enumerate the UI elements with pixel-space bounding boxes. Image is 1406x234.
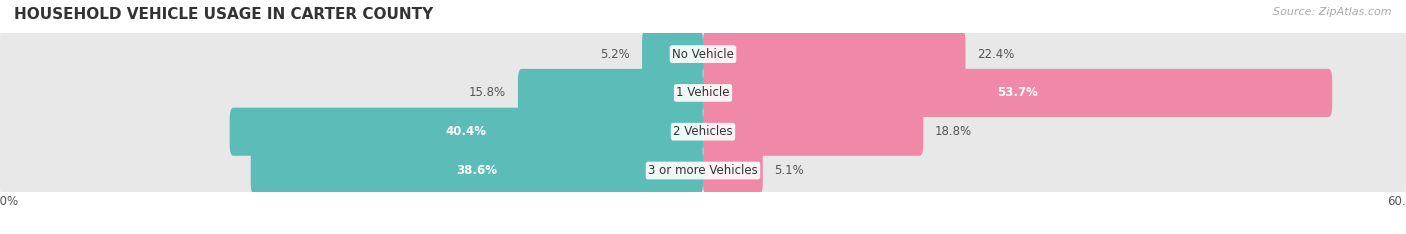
Text: HOUSEHOLD VEHICLE USAGE IN CARTER COUNTY: HOUSEHOLD VEHICLE USAGE IN CARTER COUNTY bbox=[14, 7, 433, 22]
Text: 22.4%: 22.4% bbox=[977, 48, 1015, 61]
FancyBboxPatch shape bbox=[250, 146, 703, 195]
FancyBboxPatch shape bbox=[703, 108, 924, 156]
Text: 1 Vehicle: 1 Vehicle bbox=[676, 86, 730, 99]
Text: 2 Vehicles: 2 Vehicles bbox=[673, 125, 733, 138]
FancyBboxPatch shape bbox=[229, 108, 703, 156]
FancyBboxPatch shape bbox=[703, 146, 762, 195]
Text: Source: ZipAtlas.com: Source: ZipAtlas.com bbox=[1274, 7, 1392, 17]
Text: 15.8%: 15.8% bbox=[470, 86, 506, 99]
FancyBboxPatch shape bbox=[703, 69, 1333, 117]
Text: 38.6%: 38.6% bbox=[457, 164, 498, 177]
Text: 53.7%: 53.7% bbox=[997, 86, 1038, 99]
FancyBboxPatch shape bbox=[0, 64, 1406, 122]
FancyBboxPatch shape bbox=[643, 30, 703, 78]
Text: 5.1%: 5.1% bbox=[775, 164, 804, 177]
FancyBboxPatch shape bbox=[0, 141, 1406, 200]
FancyBboxPatch shape bbox=[517, 69, 703, 117]
Text: 18.8%: 18.8% bbox=[935, 125, 972, 138]
FancyBboxPatch shape bbox=[0, 25, 1406, 83]
Text: 3 or more Vehicles: 3 or more Vehicles bbox=[648, 164, 758, 177]
FancyBboxPatch shape bbox=[703, 30, 966, 78]
Text: 5.2%: 5.2% bbox=[600, 48, 630, 61]
Text: 40.4%: 40.4% bbox=[446, 125, 486, 138]
FancyBboxPatch shape bbox=[0, 103, 1406, 161]
Text: No Vehicle: No Vehicle bbox=[672, 48, 734, 61]
